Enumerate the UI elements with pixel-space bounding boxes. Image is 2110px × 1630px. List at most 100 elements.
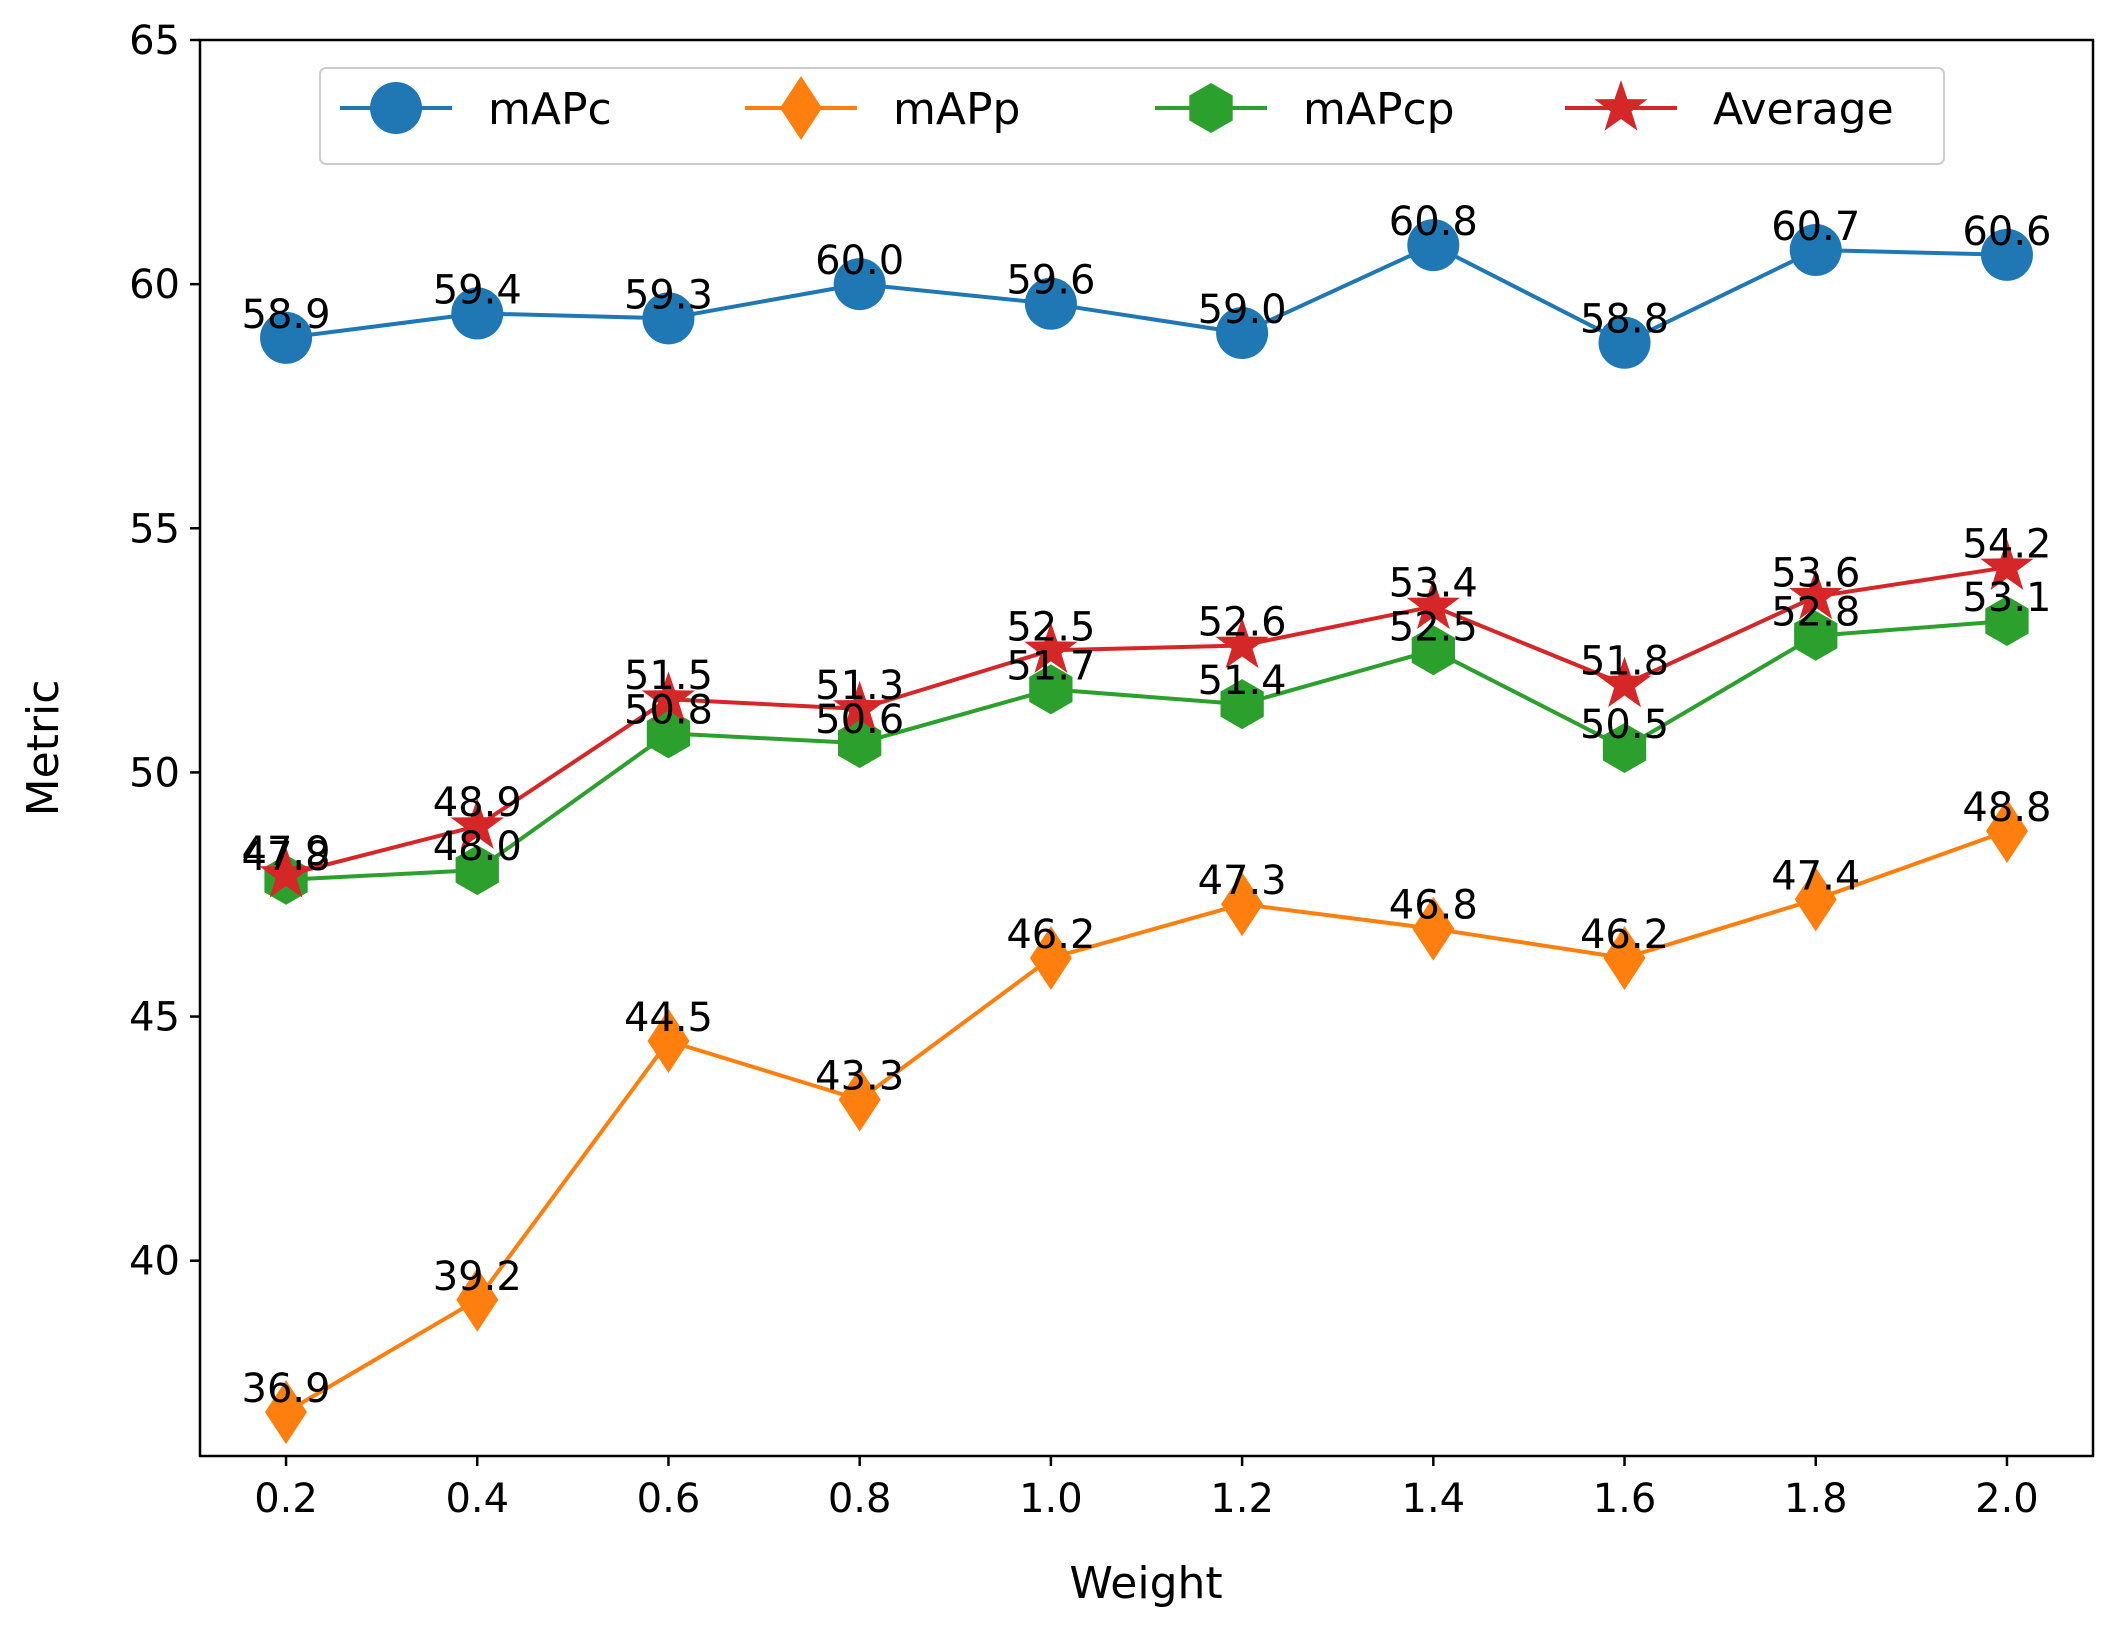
data-label-mapc-2: 59.3: [624, 272, 713, 318]
data-label-mapp-0: 36.9: [242, 1366, 331, 1412]
data-point-mapcp-2: [646, 708, 691, 759]
plot-background: [200, 40, 2093, 1456]
legend-label-mapcp: mAPcp: [1303, 84, 1455, 135]
data-point-mapcp-6: [1411, 625, 1455, 676]
legend-marker-mapp: [780, 76, 822, 140]
legend-label-mapp: mAPp: [893, 84, 1020, 135]
legend-entry-mapc: mAPc: [340, 82, 612, 135]
data-label-mapcp-9: 53.1: [1962, 575, 2051, 621]
data-point-mapcp-1: [455, 845, 499, 896]
data-label-mapp-3: 43.3: [815, 1054, 904, 1100]
x-tick-label-6: 1.4: [1402, 1476, 1466, 1522]
data-point-mapp-0: [265, 1380, 307, 1445]
legend-marker-mapcp: [1189, 83, 1233, 133]
data-label-mapc-6: 60.8: [1389, 199, 1478, 245]
data-label-mapc-4: 59.6: [1006, 258, 1095, 304]
data-label-average-5: 52.6: [1198, 599, 1287, 645]
data-label-mapp-4: 46.2: [1006, 912, 1095, 958]
data-point-mapp-1: [456, 1267, 499, 1332]
data-point-average-7: [1597, 656, 1652, 708]
data-point-mapc-3: [833, 258, 886, 311]
series-line-average: [285, 565, 2008, 877]
data-point-average-8: [1789, 568, 1843, 620]
y-tick-label-1: 45: [129, 995, 180, 1041]
data-label-mapcp-1: 48.0: [433, 824, 522, 870]
x-tick-label-5: 1.2: [1210, 1476, 1274, 1522]
x-tick-label-9: 2.0: [1975, 1476, 2039, 1522]
x-tick-label-3: 0.8: [828, 1476, 892, 1522]
data-label-mapc-8: 60.7: [1771, 204, 1860, 250]
legend-entry-average: Average: [1565, 80, 1894, 135]
data-point-mapcp-5: [1220, 679, 1264, 730]
x-tick-label-4: 1.0: [1019, 1476, 1083, 1522]
y-tick-label-5: 65: [129, 18, 180, 64]
data-point-mapc-7: [1598, 316, 1651, 369]
data-label-mapp-7: 46.2: [1580, 912, 1669, 958]
data-label-average-7: 51.8: [1580, 639, 1669, 685]
axis-layer: 0.2 0.4 0.6 0.8 1.0 1.2 1.4 1.6 1.8 2.0 40 45 50 55 60…: [129, 18, 2039, 1522]
series-line-mapc: [285, 243, 2008, 345]
legend: mAPc mAPp mAPcp Average: [319, 67, 1945, 165]
y-tick-label-3: 55: [129, 506, 180, 552]
data-label-mapp-8: 47.4: [1771, 853, 1860, 899]
data-label-average-1: 48.9: [433, 780, 522, 826]
y-tick-label-0: 40: [129, 1239, 180, 1285]
data-label-mapcp-7: 50.5: [1580, 702, 1669, 748]
data-label-mapcp-2: 50.8: [624, 687, 713, 733]
data-point-mapc-8: [1789, 223, 1842, 276]
x-axis-label: Weight: [1069, 1558, 1222, 1609]
legend-marker-average: [1594, 80, 1648, 131]
series-layer: [259, 219, 2034, 1445]
data-label-mapp-6: 46.8: [1389, 883, 1478, 929]
data-label-mapcp-6: 52.5: [1389, 604, 1478, 650]
data-point-mapp-3: [838, 1067, 881, 1132]
x-tick-label-2: 0.6: [637, 1476, 701, 1522]
x-tick-label-8: 1.8: [1784, 1476, 1848, 1522]
legend-label-mapc: mAPc: [488, 84, 612, 135]
legend-entry-mapcp: mAPcp: [1155, 83, 1455, 135]
data-point-average-9: [1980, 539, 2034, 590]
data-point-mapc-2: [642, 292, 695, 345]
series-average: [259, 539, 2034, 898]
data-point-average-1: [450, 798, 504, 849]
data-label-layer: 58.9 59.4 59.3 60.0 59.6 59.0 60.8 58.8 60.7 60.6…: [242, 199, 2052, 1412]
legend-box: [319, 67, 1945, 165]
data-point-mapp-2: [647, 1009, 690, 1073]
data-point-average-5: [1215, 617, 1269, 669]
data-label-average-0: 47.9: [242, 829, 331, 875]
data-point-mapcp-4: [1029, 664, 1073, 715]
data-label-mapcp-8: 52.8: [1771, 590, 1860, 636]
data-point-mapp-4: [1029, 926, 1072, 990]
data-point-mapc-9: [1980, 228, 2033, 281]
data-point-mapc-6: [1407, 219, 1460, 272]
data-label-average-4: 52.5: [1006, 604, 1095, 650]
x-tick-label-1: 0.4: [445, 1476, 509, 1522]
data-point-mapc-4: [1024, 277, 1077, 330]
data-label-mapcp-4: 51.7: [1006, 643, 1095, 689]
data-point-mapc-1: [451, 287, 504, 340]
data-point-average-6: [1406, 578, 1460, 630]
data-point-mapp-8: [1794, 867, 1837, 932]
y-tick-label-4: 60: [129, 262, 180, 308]
data-label-mapcp-0: 47.8: [242, 834, 331, 880]
series-line-mapcp: [285, 619, 2008, 882]
series-line-mapp: [284, 829, 2008, 1414]
data-point-average-4: [1024, 622, 1078, 673]
data-label-average-8: 53.6: [1771, 551, 1860, 597]
data-point-mapp-9: [1986, 799, 2028, 863]
data-point-mapc-0: [260, 311, 313, 364]
data-label-average-2: 51.5: [624, 653, 713, 699]
data-label-mapc-5: 59.0: [1198, 287, 1287, 333]
legend-label-average: Average: [1713, 84, 1894, 135]
data-label-mapp-2: 44.5: [624, 995, 713, 1041]
data-label-mapc-0: 58.9: [242, 292, 331, 338]
data-point-average-0: [259, 847, 313, 898]
y-axis-label: Metric: [18, 680, 69, 817]
data-point-mapc-5: [1216, 306, 1269, 359]
data-point-mapcp-7: [1602, 723, 1647, 773]
data-point-mapcp-8: [1794, 610, 1838, 661]
data-label-mapc-9: 60.6: [1962, 209, 2051, 255]
x-tick-label-7: 1.6: [1593, 1476, 1657, 1522]
data-label-mapcp-5: 51.4: [1198, 658, 1287, 704]
